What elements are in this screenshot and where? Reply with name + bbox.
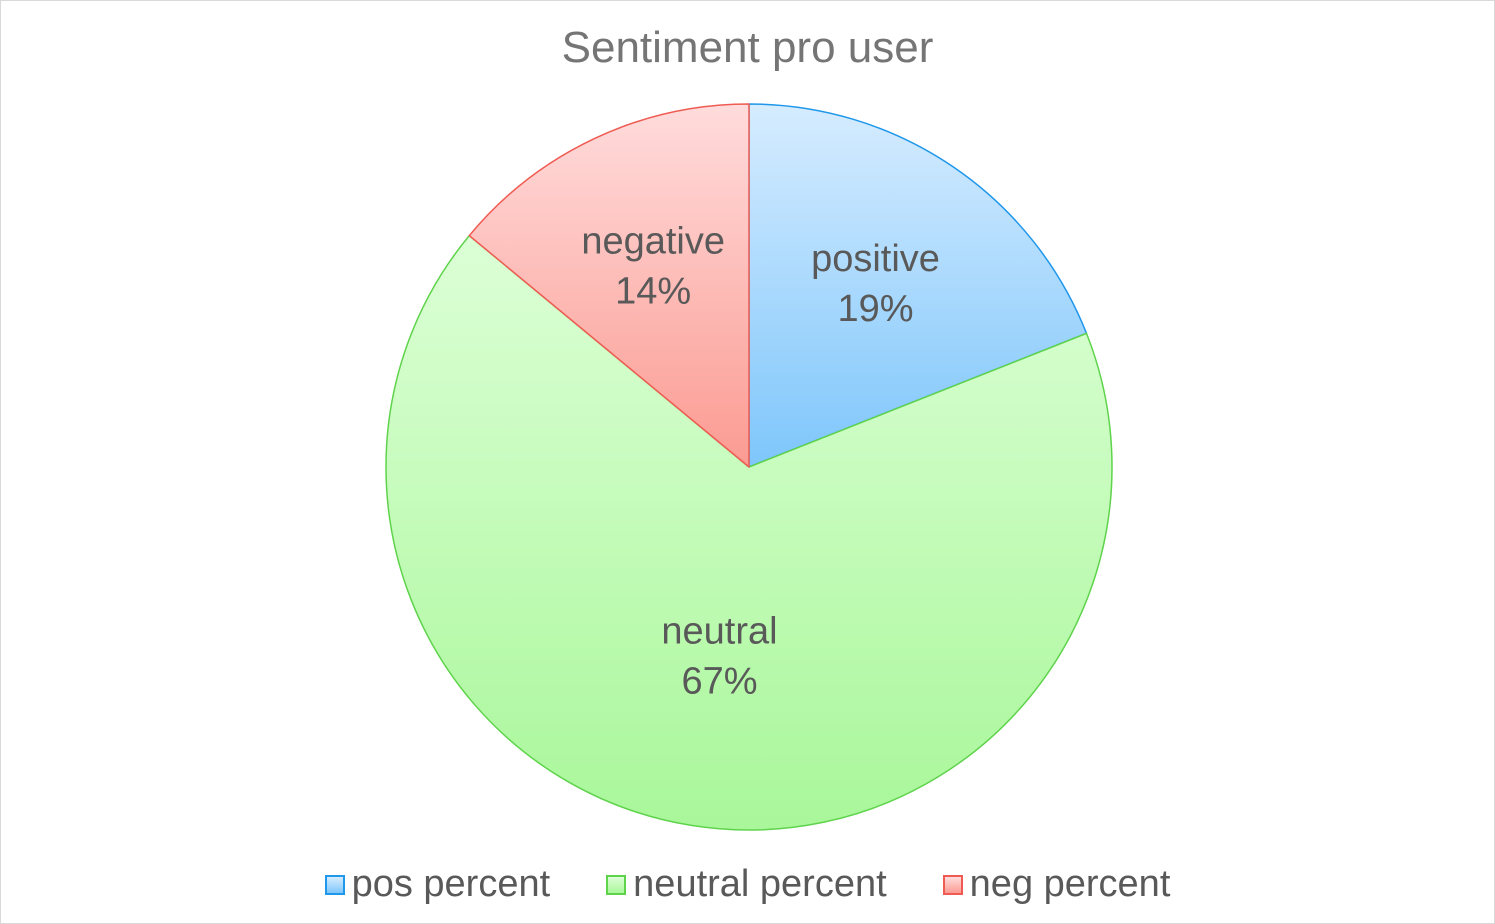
pie-chart: positive 19% neutral 67% negative 14%: [385, 103, 1113, 831]
pie-slice-neutral[interactable]: [385, 234, 1113, 831]
slice-label-value-neutral: 67%: [681, 660, 757, 702]
chart-title: Sentiment pro user: [561, 23, 934, 72]
legend-swatch-neutral: [606, 874, 627, 895]
legend-swatch-pos: [324, 874, 345, 895]
legend-label-pos: pos percent: [351, 863, 551, 905]
slice-label-name-neutral: neutral: [661, 610, 777, 652]
legend-swatch-neg: [942, 874, 963, 895]
legend-item-neutral[interactable]: neutral percent: [606, 863, 887, 906]
legend-item-neg[interactable]: neg percent: [942, 863, 1171, 906]
slice-label-value-pos: 19%: [837, 288, 913, 330]
slice-label-name-neg: negative: [581, 220, 725, 262]
slice-label-value-neg: 14%: [615, 270, 691, 312]
slice-label-name-pos: positive: [811, 238, 940, 280]
legend: pos percent neutral percent neg percent: [1, 863, 1494, 906]
pie-slice-neg[interactable]: [468, 103, 750, 468]
legend-label-neutral: neutral percent: [633, 863, 887, 905]
legend-item-pos[interactable]: pos percent: [324, 863, 551, 906]
legend-label-neg: neg percent: [969, 863, 1171, 905]
pie-slice-pos[interactable]: [748, 103, 1088, 468]
